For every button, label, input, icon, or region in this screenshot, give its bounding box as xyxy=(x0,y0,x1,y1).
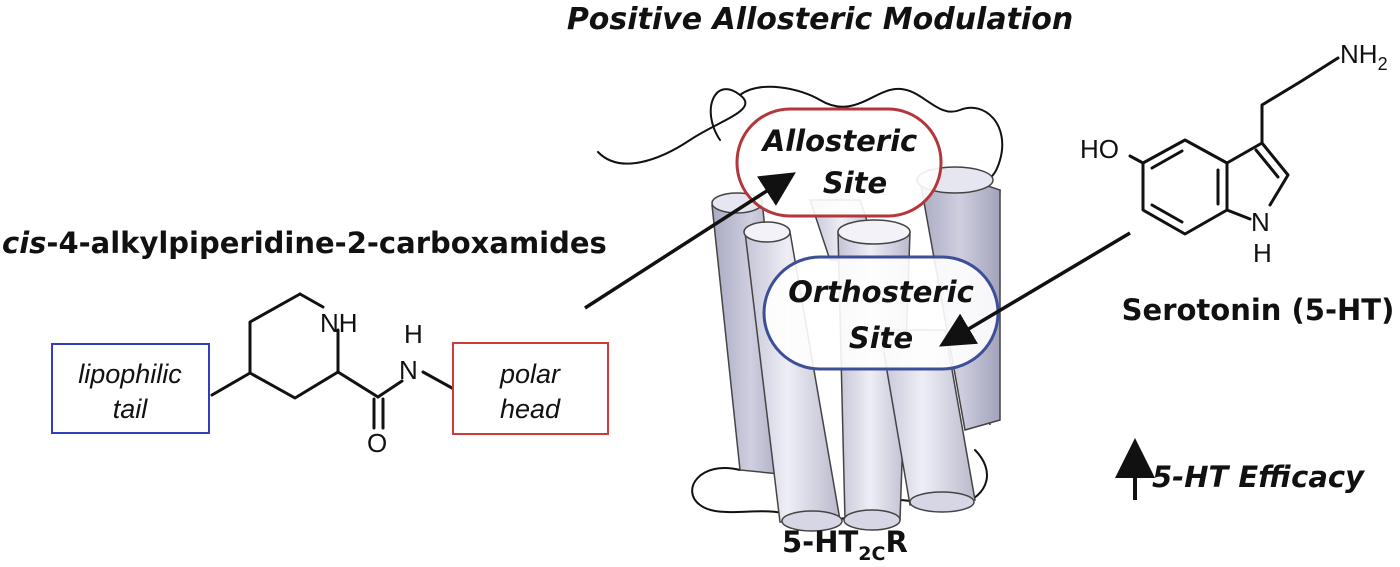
pyrrole-double xyxy=(1254,148,1280,179)
orthosteric-site-line2: Site xyxy=(849,321,913,355)
serotonin-benzene-ring xyxy=(1141,138,1229,236)
nh-ring-label: NH xyxy=(320,308,358,338)
helix-bottom-3 xyxy=(909,491,975,513)
serotonin-name: Serotonin (5-HT) xyxy=(1122,293,1395,327)
amide-h-label: H xyxy=(404,319,423,349)
lipophilic-tail-line2: tail xyxy=(113,394,149,424)
amide-n-label: N xyxy=(399,355,418,385)
serotonin-ho-label: HO xyxy=(1080,134,1119,164)
polar-head-box xyxy=(452,342,609,435)
helix-front-left-top xyxy=(743,221,791,243)
serotonin-to-orthosteric-arrow xyxy=(938,231,1131,347)
serotonin-structure: HO NH2 N H xyxy=(1080,39,1388,268)
tail-bond xyxy=(210,371,252,397)
lipophilic-tail-line1: lipophilic xyxy=(78,359,182,389)
compound-class-label: cis-4-alkylpiperidine-2-carboxamides xyxy=(2,226,607,260)
carbonyl-bond xyxy=(336,370,380,399)
n-head-bond xyxy=(421,370,454,390)
allosteric-site-line2: Site xyxy=(823,166,887,200)
serotonin-pyrrole xyxy=(1225,141,1290,207)
cn-bond xyxy=(376,379,404,399)
serotonin-side-chain xyxy=(1260,56,1340,145)
helix-front-middle-top xyxy=(837,219,911,245)
serotonin-nh2-label: NH2 xyxy=(1340,39,1388,74)
helix-bottom-2 xyxy=(843,509,901,531)
benzene-double-2 xyxy=(1150,203,1184,224)
serotonin-nh2-main: NH xyxy=(1340,39,1378,69)
receptor-loop-top xyxy=(739,85,1004,183)
compound-class-rest: -4-alkylpiperidine-2-carboxamides xyxy=(46,226,606,260)
receptor-label-sub: 2C xyxy=(858,543,885,562)
receptor-label-end: R xyxy=(885,525,907,559)
serotonin-n-label: N xyxy=(1251,207,1270,237)
polar-head-line2: head xyxy=(500,394,561,424)
receptor-5ht2c: Allosteric Site Orthosteric Site 5-HT2CR xyxy=(597,85,1004,565)
receptor-label: 5-HT2CR xyxy=(782,525,908,562)
helix-bottom-1 xyxy=(781,510,843,532)
serotonin-h-label: H xyxy=(1253,238,1272,268)
orthosteric-site-line1: Orthosteric xyxy=(788,275,974,309)
compound-class-prefix: cis xyxy=(2,226,46,260)
carbonyl-o-label: O xyxy=(367,428,387,458)
lipophilic-tail-box xyxy=(51,343,210,434)
serotonin-nh2-sub: 2 xyxy=(1378,54,1388,74)
ring-bond-n-left xyxy=(298,292,325,309)
receptor-label-main: 5-HT xyxy=(782,525,858,559)
allosteric-site-line1: Allosteric xyxy=(761,124,917,158)
polar-head-line1: polar xyxy=(499,359,561,389)
pyrrole-n-bond xyxy=(1225,208,1252,221)
hydroxyl-bond xyxy=(1128,154,1145,165)
efficacy-label: 5-HT Efficacy xyxy=(1152,460,1365,494)
figure-title: Positive Allosteric Modulation xyxy=(567,2,1073,37)
receptor-loop-top-left xyxy=(597,88,747,165)
piperidine-carboxamide-structure: NH H N O lipophilic tail polar head xyxy=(51,292,609,458)
benzene-double-1 xyxy=(1150,149,1184,170)
modulator-to-allosteric-arrow xyxy=(584,172,796,310)
